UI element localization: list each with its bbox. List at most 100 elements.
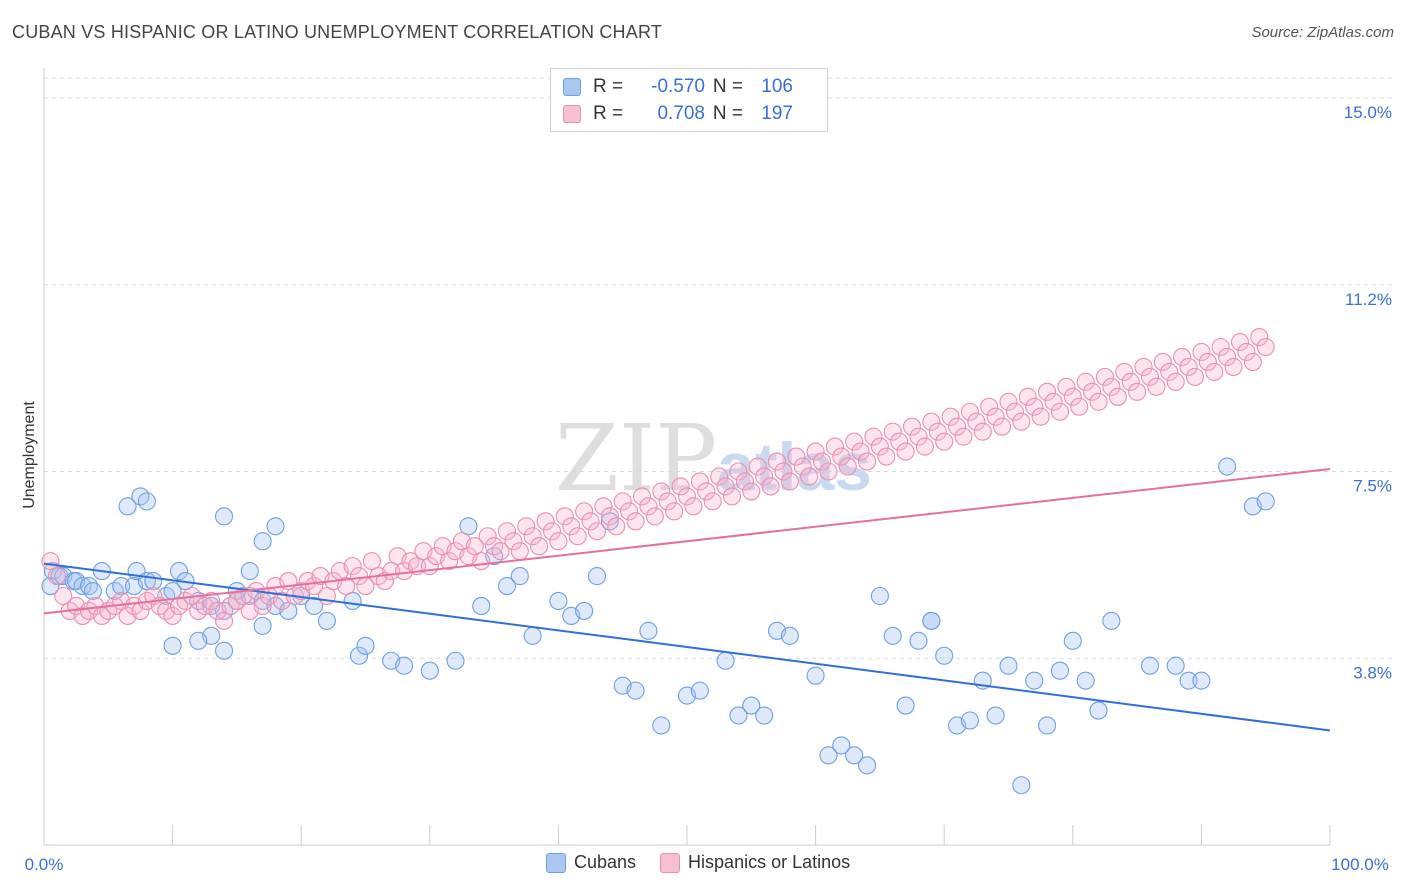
hispanic-point: [375, 572, 394, 591]
x-tick-label: 0.0%: [25, 855, 64, 874]
hispanic-point: [1102, 377, 1121, 396]
series-legend: Cubans Hispanics or Latinos: [546, 852, 874, 873]
hispanic-point: [1070, 397, 1089, 416]
hispanic-point: [1076, 372, 1095, 391]
hispanic-point: [748, 457, 767, 476]
hispanic-point: [870, 437, 889, 456]
hispanic-point: [362, 552, 381, 571]
hispanic-trendline: [43, 468, 1331, 615]
cuban-point: [1025, 671, 1044, 690]
chart-title: CUBAN VS HISPANIC OR LATINO UNEMPLOYMENT…: [12, 22, 663, 42]
legend-item-cubans[interactable]: Cubans: [546, 852, 636, 873]
legend-row-hispanics: R = 0.708 N = 197: [563, 103, 793, 125]
hispanic-point: [491, 542, 510, 561]
cuban-point: [395, 656, 414, 675]
hispanic-point: [253, 596, 272, 616]
hispanic-point: [1218, 347, 1237, 367]
legend-label-cubans: Cubans: [574, 852, 637, 872]
hispanic-point: [504, 532, 523, 551]
cuban-point: [189, 631, 208, 650]
hispanic-point: [780, 472, 799, 491]
hispanic-point: [1147, 377, 1166, 396]
hispanic-point: [1192, 342, 1211, 362]
hispanic-point: [613, 492, 632, 511]
cuban-point: [729, 706, 748, 725]
hispanic-point: [857, 452, 877, 471]
legend-swatch-hispanics: [563, 105, 581, 123]
legend-r-label: R =: [593, 103, 624, 124]
hispanic-point: [832, 447, 851, 466]
cuban-point: [587, 567, 607, 586]
hispanic-point: [645, 507, 664, 526]
hispanic-point: [517, 517, 536, 536]
cuban-point: [266, 517, 285, 536]
hispanic-point: [536, 512, 555, 531]
y-tick-label: 3.8%: [1353, 663, 1392, 682]
hispanic-point: [774, 462, 793, 481]
cuban-point: [1218, 457, 1237, 476]
hispanic-point: [1243, 352, 1262, 371]
cuban-point: [1063, 631, 1082, 650]
hispanic-point: [1250, 327, 1269, 347]
hispanic-point: [973, 422, 992, 441]
hispanic-point: [960, 402, 979, 421]
hispanic-point: [1057, 377, 1076, 396]
hispanic-point: [1018, 387, 1037, 406]
legend-row-cubans: R = -0.570 N = 106: [563, 76, 793, 98]
hispanic-point: [658, 492, 677, 511]
cuban-point: [742, 696, 761, 715]
cuban-point: [253, 616, 272, 635]
hispanic-point: [767, 452, 787, 471]
cuban-point: [1192, 671, 1211, 690]
hispanic-point: [581, 512, 600, 531]
cuban-point: [639, 621, 658, 640]
cuban-point: [986, 706, 1005, 725]
cuban-point: [652, 716, 671, 735]
hispanic-point: [1038, 382, 1057, 401]
hispanic-point: [472, 552, 491, 571]
watermark-zip: ZIP: [555, 405, 717, 512]
hispanic-point: [896, 442, 915, 461]
cuban-point: [41, 576, 60, 596]
y-tick-label: 15.0%: [1344, 103, 1392, 122]
hispanic-point: [594, 497, 613, 516]
hispanic-point: [1198, 352, 1217, 371]
hispanic-point: [986, 407, 1005, 426]
hispanic-point: [652, 482, 671, 501]
hispanic-point: [632, 487, 652, 506]
hispanic-point: [755, 467, 774, 486]
hispanic-point: [350, 567, 369, 586]
hispanic-point: [478, 527, 497, 546]
cuban-point: [279, 601, 298, 620]
hispanic-point: [1044, 392, 1063, 411]
cuban-point: [1050, 661, 1069, 680]
cuban-point: [446, 651, 465, 670]
hispanic-point: [993, 417, 1012, 436]
hispanic-point: [1128, 382, 1147, 401]
hispanic-point: [819, 462, 838, 481]
hispanic-point: [825, 437, 844, 456]
legend-label-hispanics: Hispanics or Latinos: [688, 852, 851, 872]
legend-swatch-cubans: [563, 78, 581, 96]
hispanic-point: [1025, 397, 1044, 416]
hispanic-point: [890, 432, 909, 451]
hispanic-point: [729, 462, 748, 481]
x-tick-label: 100.0%: [1331, 855, 1389, 874]
legend-r-label: R =: [593, 76, 624, 97]
cuban-point: [575, 601, 594, 620]
hispanic-point: [697, 482, 716, 501]
cuban-point: [716, 651, 735, 670]
hispanic-point: [562, 517, 581, 536]
cuban-point: [780, 626, 799, 645]
hispanic-point: [710, 467, 729, 486]
cuban-point: [806, 666, 825, 685]
legend-item-hispanics[interactable]: Hispanics or Latinos: [660, 852, 850, 873]
hispanic-point: [941, 407, 960, 426]
hispanic-point: [1012, 412, 1031, 431]
cuban-point: [755, 706, 774, 725]
hispanic-point: [568, 527, 587, 546]
hispanic-point: [1230, 332, 1250, 352]
hispanic-point: [54, 586, 73, 606]
cuban-point: [857, 756, 877, 775]
legend-n-value: 106: [761, 76, 793, 97]
